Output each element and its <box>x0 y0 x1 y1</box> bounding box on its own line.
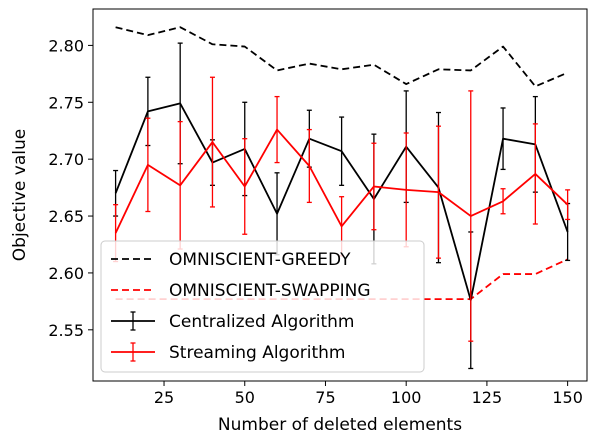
legend-label: OMNISCIENT-GREEDY <box>169 250 351 270</box>
y-tick-label: 2.75 <box>48 93 84 112</box>
x-tick-label: 125 <box>472 388 503 407</box>
x-tick-label: 150 <box>552 388 583 407</box>
y-tick-label: 2.65 <box>48 207 84 226</box>
y-axis-title: Objective value <box>10 129 30 261</box>
x-axis-title: Number of deleted elements <box>218 415 462 435</box>
legend-item: Streaming Algorithm <box>111 342 345 363</box>
axes-frame <box>92 8 588 382</box>
y-tick-label: 2.70 <box>48 150 84 169</box>
y-tick-label: 2.60 <box>48 264 84 283</box>
legend-label: Streaming Algorithm <box>169 343 345 363</box>
legend-item: OMNISCIENT-GREEDY <box>111 250 351 270</box>
series-1 <box>115 26 568 88</box>
series-line <box>114 102 569 302</box>
x-tick-label: 100 <box>391 388 422 407</box>
x-tick-label: 75 <box>315 388 335 407</box>
legend-box <box>100 240 425 373</box>
legend-label: Centralized Algorithm <box>169 312 354 332</box>
series-line <box>114 128 569 234</box>
legend-item: OMNISCIENT-SWAPPING <box>111 281 371 301</box>
legend-label: OMNISCIENT-SWAPPING <box>169 281 371 301</box>
y-tick-label: 2.55 <box>48 321 84 340</box>
legend: OMNISCIENT-GREEDY OMNISCIENT-SWAPPING Cent… <box>100 240 425 373</box>
legend-item: Centralized Algorithm <box>111 311 354 332</box>
x-tick-label: 25 <box>154 388 174 407</box>
series-line <box>115 26 568 88</box>
axes: 25 50 75 100 125 150 2.55 2.60 2.65 2.70 2.75 2.80 <box>48 8 588 407</box>
y-tick-label: 2.80 <box>48 36 84 55</box>
x-tick-label: 50 <box>235 388 255 407</box>
